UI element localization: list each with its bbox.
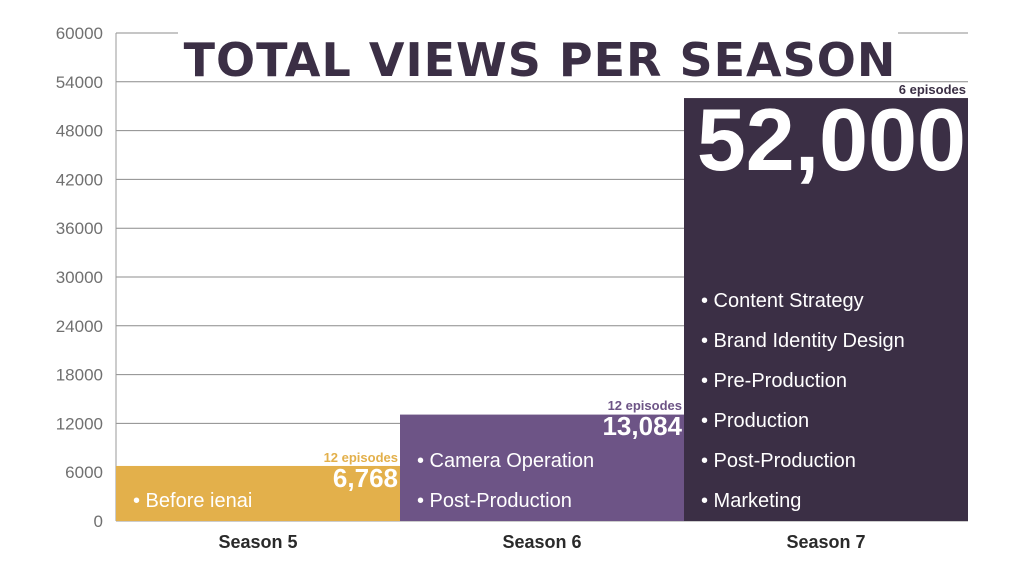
chart-title: TOTAL VIEWS PER SEASON	[184, 33, 897, 87]
bar	[116, 465, 400, 521]
bar-item-label: • Before ienai	[133, 490, 252, 512]
y-tick-label: 48000	[56, 122, 103, 141]
episode-count-label: 6 episodes	[899, 82, 966, 97]
data-value-label: 52,000	[697, 90, 966, 189]
x-tick-label: Season 5	[218, 532, 297, 552]
y-tick-label: 42000	[56, 170, 103, 189]
y-tick-label: 24000	[56, 317, 103, 336]
y-tick-label: 36000	[56, 219, 103, 238]
y-tick-label: 54000	[56, 73, 103, 92]
bar-item-label: • Post-Production	[417, 490, 572, 512]
data-value-label: 6,768	[333, 463, 398, 493]
y-tick-label: 60000	[56, 24, 103, 43]
bar-item-label: • Brand Identity Design	[701, 330, 905, 352]
y-tick-label: 0	[94, 512, 103, 531]
x-tick-label: Season 7	[786, 532, 865, 552]
y-tick-label: 30000	[56, 268, 103, 287]
y-tick-label: 18000	[56, 366, 103, 385]
x-axis: Season 5 Season 6 Season 7	[218, 532, 865, 552]
bar-item-label: • Content Strategy	[701, 290, 864, 312]
bar-item-label: • Post-Production	[701, 450, 856, 472]
episode-count-label: 12 episodes	[324, 450, 398, 465]
y-tick-label: 12000	[56, 414, 103, 433]
bar-item-label: • Camera Operation	[417, 450, 594, 472]
y-tick-label: 6000	[65, 463, 103, 482]
bar-item-label: • Production	[701, 410, 809, 432]
episode-count-label: 12 episodes	[608, 398, 682, 413]
y-axis: 0 6000 12000 18000 24000 30000 36000 42000 48000…	[56, 24, 117, 531]
bar	[684, 98, 968, 522]
bar-item-label: • Marketing	[701, 490, 801, 512]
x-tick-label: Season 6	[502, 532, 581, 552]
title-backdrop	[178, 32, 898, 80]
bar	[400, 414, 684, 521]
data-value-label: 13,084	[602, 411, 682, 441]
bar-item-label: • Pre-Production	[701, 370, 847, 392]
